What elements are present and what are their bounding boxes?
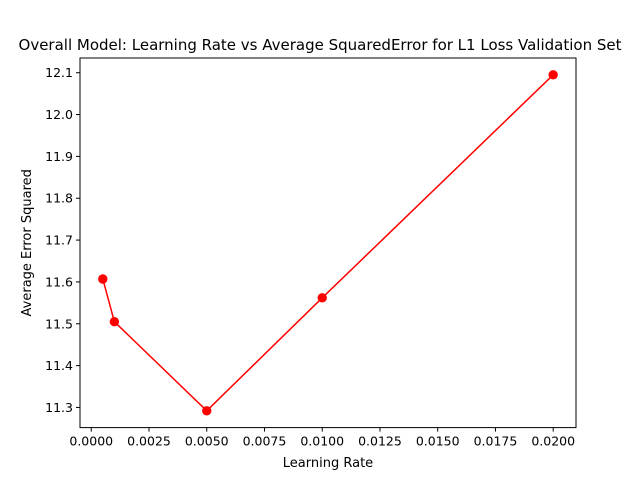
x-axis-label: Learning Rate — [283, 456, 373, 471]
y-tick-label: 11.7 — [45, 233, 73, 248]
x-tick-label: 0.0175 — [474, 434, 518, 449]
y-tick-label: 11.5 — [45, 316, 73, 331]
x-tick-label: 0.0000 — [69, 434, 113, 449]
y-tick-label: 11.8 — [45, 191, 73, 206]
x-tick-label: 0.0150 — [416, 434, 460, 449]
x-tick-label: 0.0025 — [127, 434, 171, 449]
x-tick-label: 0.0075 — [243, 434, 287, 449]
data-point — [317, 293, 327, 303]
y-tick-label: 12.1 — [45, 65, 73, 80]
axes-frame — [79, 57, 577, 429]
y-tick-label: 11.6 — [45, 274, 73, 289]
x-tick-label: 0.0050 — [185, 434, 229, 449]
y-tick-label: 11.3 — [45, 400, 73, 415]
data-point — [109, 316, 120, 327]
y-tick-label: 11.4 — [45, 358, 73, 373]
data-point — [548, 70, 558, 80]
chart-title: Overall Model: Learning Rate vs Average … — [19, 36, 622, 54]
x-tick-label: 0.0125 — [358, 434, 402, 449]
data-point — [202, 406, 212, 416]
y-axis-label: Average Error Squared — [20, 169, 35, 316]
plot-area — [98, 70, 558, 416]
axis-ticks: 0.0000 0.0025 0.0050 0.0075 0.0100 0.0125 0.01… — [45, 65, 575, 448]
x-tick-label: 0.0200 — [531, 434, 575, 449]
data-point — [98, 274, 108, 284]
y-tick-label: 11.9 — [45, 149, 73, 164]
x-tick-label: 0.0100 — [300, 434, 344, 449]
y-tick-label: 12.0 — [45, 107, 73, 122]
